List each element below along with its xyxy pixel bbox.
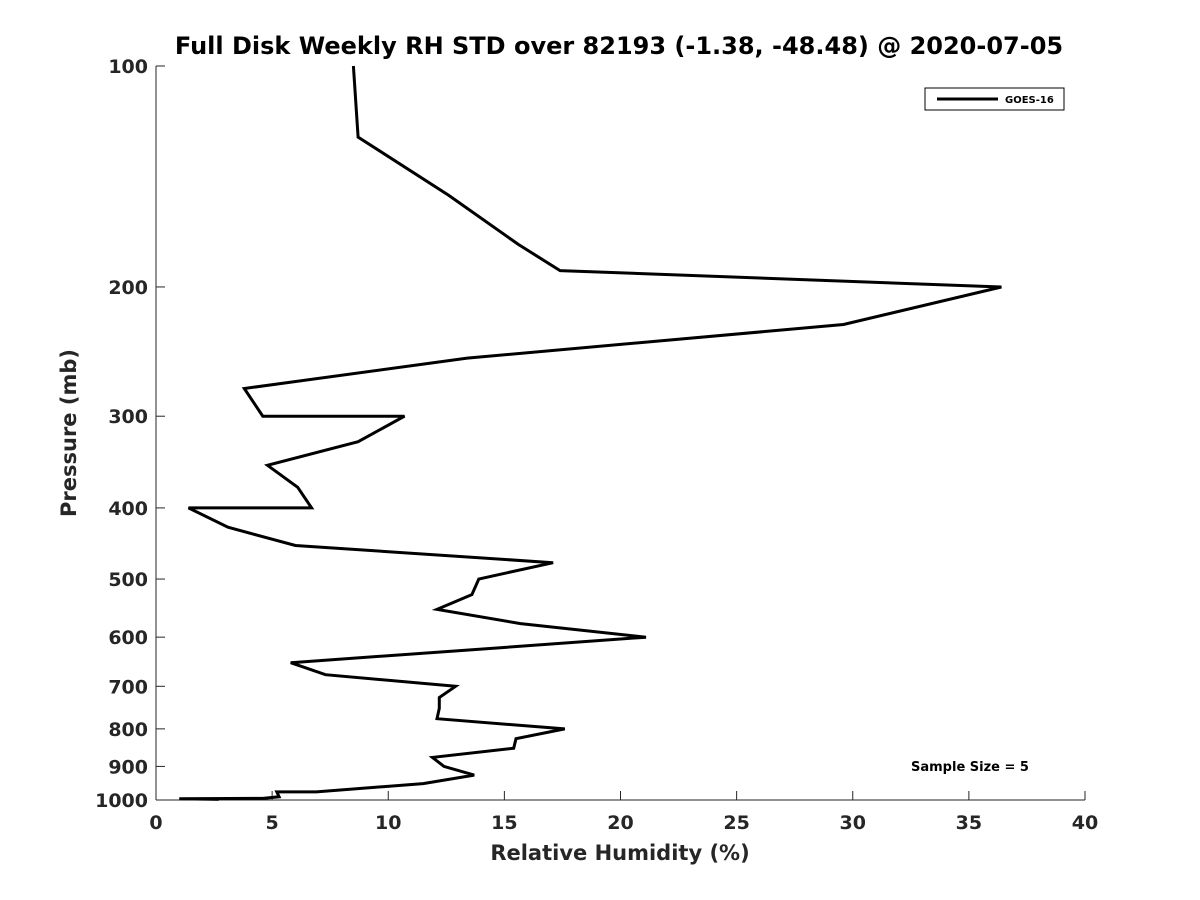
x-tick-label: 5 (266, 812, 279, 834)
series-line-goes-16 (179, 65, 1002, 801)
y-tick-label: 400 (108, 498, 148, 520)
legend: GOES-16 (924, 87, 1065, 111)
x-tick-label: 10 (375, 812, 401, 834)
y-tick-label: 500 (108, 569, 148, 591)
x-tick-label: 25 (723, 812, 749, 834)
y-tick-label: 300 (108, 406, 148, 428)
y-tick-label: 700 (108, 676, 148, 698)
y-axis-label: Pressure (mb) (57, 349, 81, 517)
x-tick-label: 15 (491, 812, 517, 834)
x-tick-label: 20 (607, 812, 633, 834)
x-tick-label: 0 (149, 812, 162, 834)
x-tick-label: 40 (1072, 812, 1098, 834)
y-tick-label: 900 (108, 756, 148, 778)
x-tick-label: 35 (956, 812, 982, 834)
y-tick-label: 100 (108, 56, 148, 78)
ticks: 0 5 10 15 20 25 30 35 40 100 200 300 400 500 600 700 800… (95, 56, 1098, 834)
y-tick-label: 600 (108, 627, 148, 649)
chart-title: Full Disk Weekly RH STD over 82193 (-1.3… (175, 32, 1063, 60)
sample-size-annotation: Sample Size = 5 (911, 760, 1029, 775)
legend-label: GOES-16 (1005, 95, 1054, 106)
y-tick-label: 1000 (95, 790, 148, 812)
data-series (179, 65, 1002, 801)
axes (155, 66, 1085, 801)
x-tick-label: 30 (840, 812, 866, 834)
x-axis-label: Relative Humidity (%) (490, 841, 749, 865)
y-tick-label: 200 (108, 277, 148, 299)
y-tick-label: 800 (108, 719, 148, 741)
